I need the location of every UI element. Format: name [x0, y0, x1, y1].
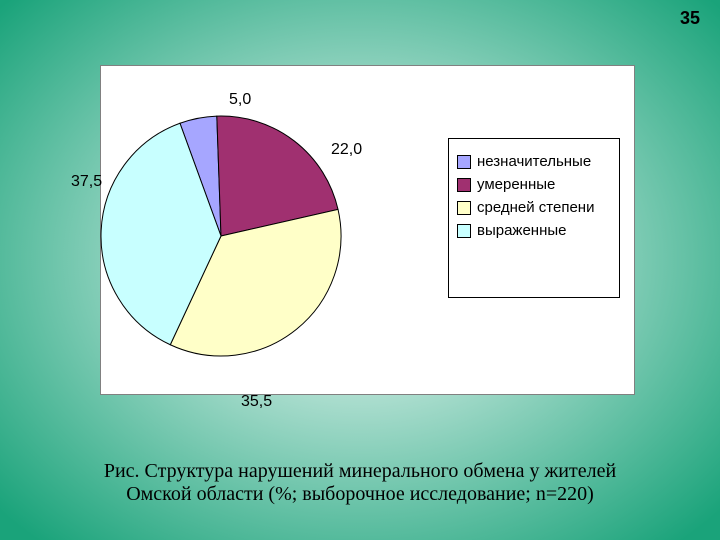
legend-label: выраженные: [477, 222, 567, 239]
legend: незначительные умеренные средней степени вы…: [448, 138, 620, 298]
legend-swatch: [457, 201, 471, 215]
legend-label: незначительные: [477, 153, 591, 170]
legend-item: выраженные: [457, 222, 611, 239]
legend-item: умеренные: [457, 176, 611, 193]
legend-swatch: [457, 224, 471, 238]
pie-data-label: 22,0: [331, 141, 362, 159]
legend-swatch: [457, 178, 471, 192]
legend-item: незначительные: [457, 153, 611, 170]
legend-swatch: [457, 155, 471, 169]
legend-label: умеренные: [477, 176, 555, 193]
legend-label: средней степени: [477, 199, 594, 216]
pie-data-label: 5,0: [229, 91, 251, 109]
pie-data-label: 35,5: [241, 393, 272, 411]
pie-data-label: 37,5: [71, 173, 102, 191]
legend-item: средней степени: [457, 199, 611, 216]
caption: Рис. Структура нарушений минерального об…: [0, 460, 720, 506]
caption-line-2: Омской области (%; выборочное исследован…: [0, 483, 720, 506]
caption-line-1: Рис. Структура нарушений минерального об…: [104, 460, 616, 482]
slide: 35 5,022,035,537,5 незначительныеумеренн…: [0, 0, 720, 540]
